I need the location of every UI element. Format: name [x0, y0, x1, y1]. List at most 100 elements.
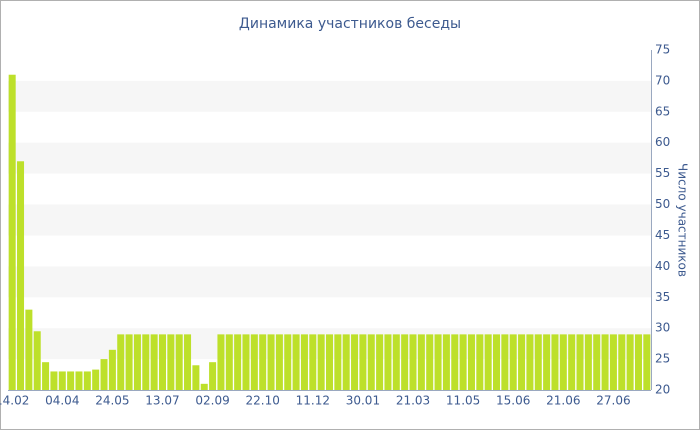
bar: [584, 334, 592, 390]
bar: [117, 334, 125, 390]
bar: [209, 362, 217, 390]
grid-band: [8, 80, 651, 112]
bar: [67, 371, 75, 390]
x-tick-label: 02.09: [195, 394, 229, 408]
bar: [75, 371, 83, 390]
bar: [493, 334, 501, 390]
bar: [367, 334, 375, 390]
bar: [325, 334, 334, 390]
bar: [434, 334, 442, 390]
x-tick-label: 22.10: [246, 394, 280, 408]
bar: [392, 334, 400, 390]
bar: [33, 331, 41, 390]
bar: [58, 371, 66, 390]
bar: [125, 334, 133, 390]
bar: [409, 334, 417, 390]
x-tick-label: 21.03: [396, 394, 430, 408]
bar: [359, 334, 367, 390]
x-tick-label: 13.07: [145, 394, 179, 408]
x-tick-label: 27.06: [596, 394, 630, 408]
bar: [184, 334, 192, 390]
bar: [609, 334, 617, 390]
y-tick-label: 60: [655, 135, 670, 149]
bar: [593, 334, 601, 390]
y-tick-label: 30: [655, 321, 670, 335]
bar: [384, 334, 392, 390]
x-tick-label: 21.06: [546, 394, 580, 408]
bar: [83, 371, 91, 390]
bar: [150, 334, 158, 390]
bar: [225, 334, 233, 390]
y-tick-label: 20: [655, 383, 670, 397]
y-tick-label: 35: [655, 290, 670, 304]
bar: [484, 334, 492, 390]
bar: [17, 161, 25, 390]
y-tick-label: 25: [655, 352, 670, 366]
bar: [175, 334, 183, 390]
bar: [634, 334, 642, 390]
bar: [100, 359, 108, 390]
bar: [250, 334, 258, 390]
grid-band: [8, 142, 651, 174]
y-tick-label: 45: [655, 228, 670, 242]
bar: [25, 309, 33, 390]
bar: [42, 362, 50, 390]
bar: [259, 334, 267, 390]
bar: [167, 334, 175, 390]
bar: [501, 334, 509, 390]
bar: [426, 334, 434, 390]
bar: [158, 334, 166, 390]
bar: [192, 365, 200, 390]
bar: [351, 334, 359, 390]
bar: [334, 334, 342, 390]
y-tick-label: 65: [655, 104, 670, 118]
bar: [618, 334, 626, 390]
bar: [292, 334, 300, 390]
bar: [342, 334, 350, 390]
bar: [626, 334, 634, 390]
bar: [601, 334, 609, 390]
y-tick-label: 50: [655, 197, 670, 211]
bar: [526, 334, 534, 390]
bar: [8, 74, 16, 391]
bar: [275, 334, 283, 390]
grid-band: [8, 266, 651, 298]
bar: [576, 334, 584, 390]
bar: [267, 334, 275, 390]
bar: [401, 334, 409, 390]
x-tick-label: 24.05: [95, 394, 129, 408]
x-tick-label: 30.01: [346, 394, 380, 408]
y-tick-label: 55: [655, 166, 670, 180]
x-tick-label: 11.12: [296, 394, 330, 408]
bar: [108, 349, 116, 390]
bar: [217, 334, 225, 390]
bar: [568, 334, 576, 390]
bar: [242, 334, 250, 390]
bar: [442, 334, 450, 390]
bar: [200, 383, 208, 390]
bar: [92, 369, 100, 390]
bar: [643, 334, 651, 390]
bar: [467, 334, 475, 390]
bar: [518, 334, 526, 390]
y-axis-label: Число участников: [676, 163, 690, 277]
y-tick-label: 70: [655, 73, 670, 87]
x-tick-label: 04.04: [45, 394, 79, 408]
chart-title: Динамика участников беседы: [239, 16, 461, 32]
bar: [459, 334, 467, 390]
x-tick-label: 11.05: [446, 394, 480, 408]
x-tick-label: 15.06: [496, 394, 530, 408]
bar: [234, 334, 242, 390]
bar: [543, 334, 551, 390]
bar: [300, 334, 308, 390]
bar: [551, 334, 559, 390]
bar: [376, 334, 384, 390]
x-tick-label: 14.02: [0, 394, 29, 408]
bar: [317, 334, 325, 390]
bar: [559, 334, 567, 390]
y-tick-label: 40: [655, 259, 670, 273]
bar: [417, 334, 425, 390]
bar: [50, 371, 58, 390]
bar: [476, 334, 484, 390]
